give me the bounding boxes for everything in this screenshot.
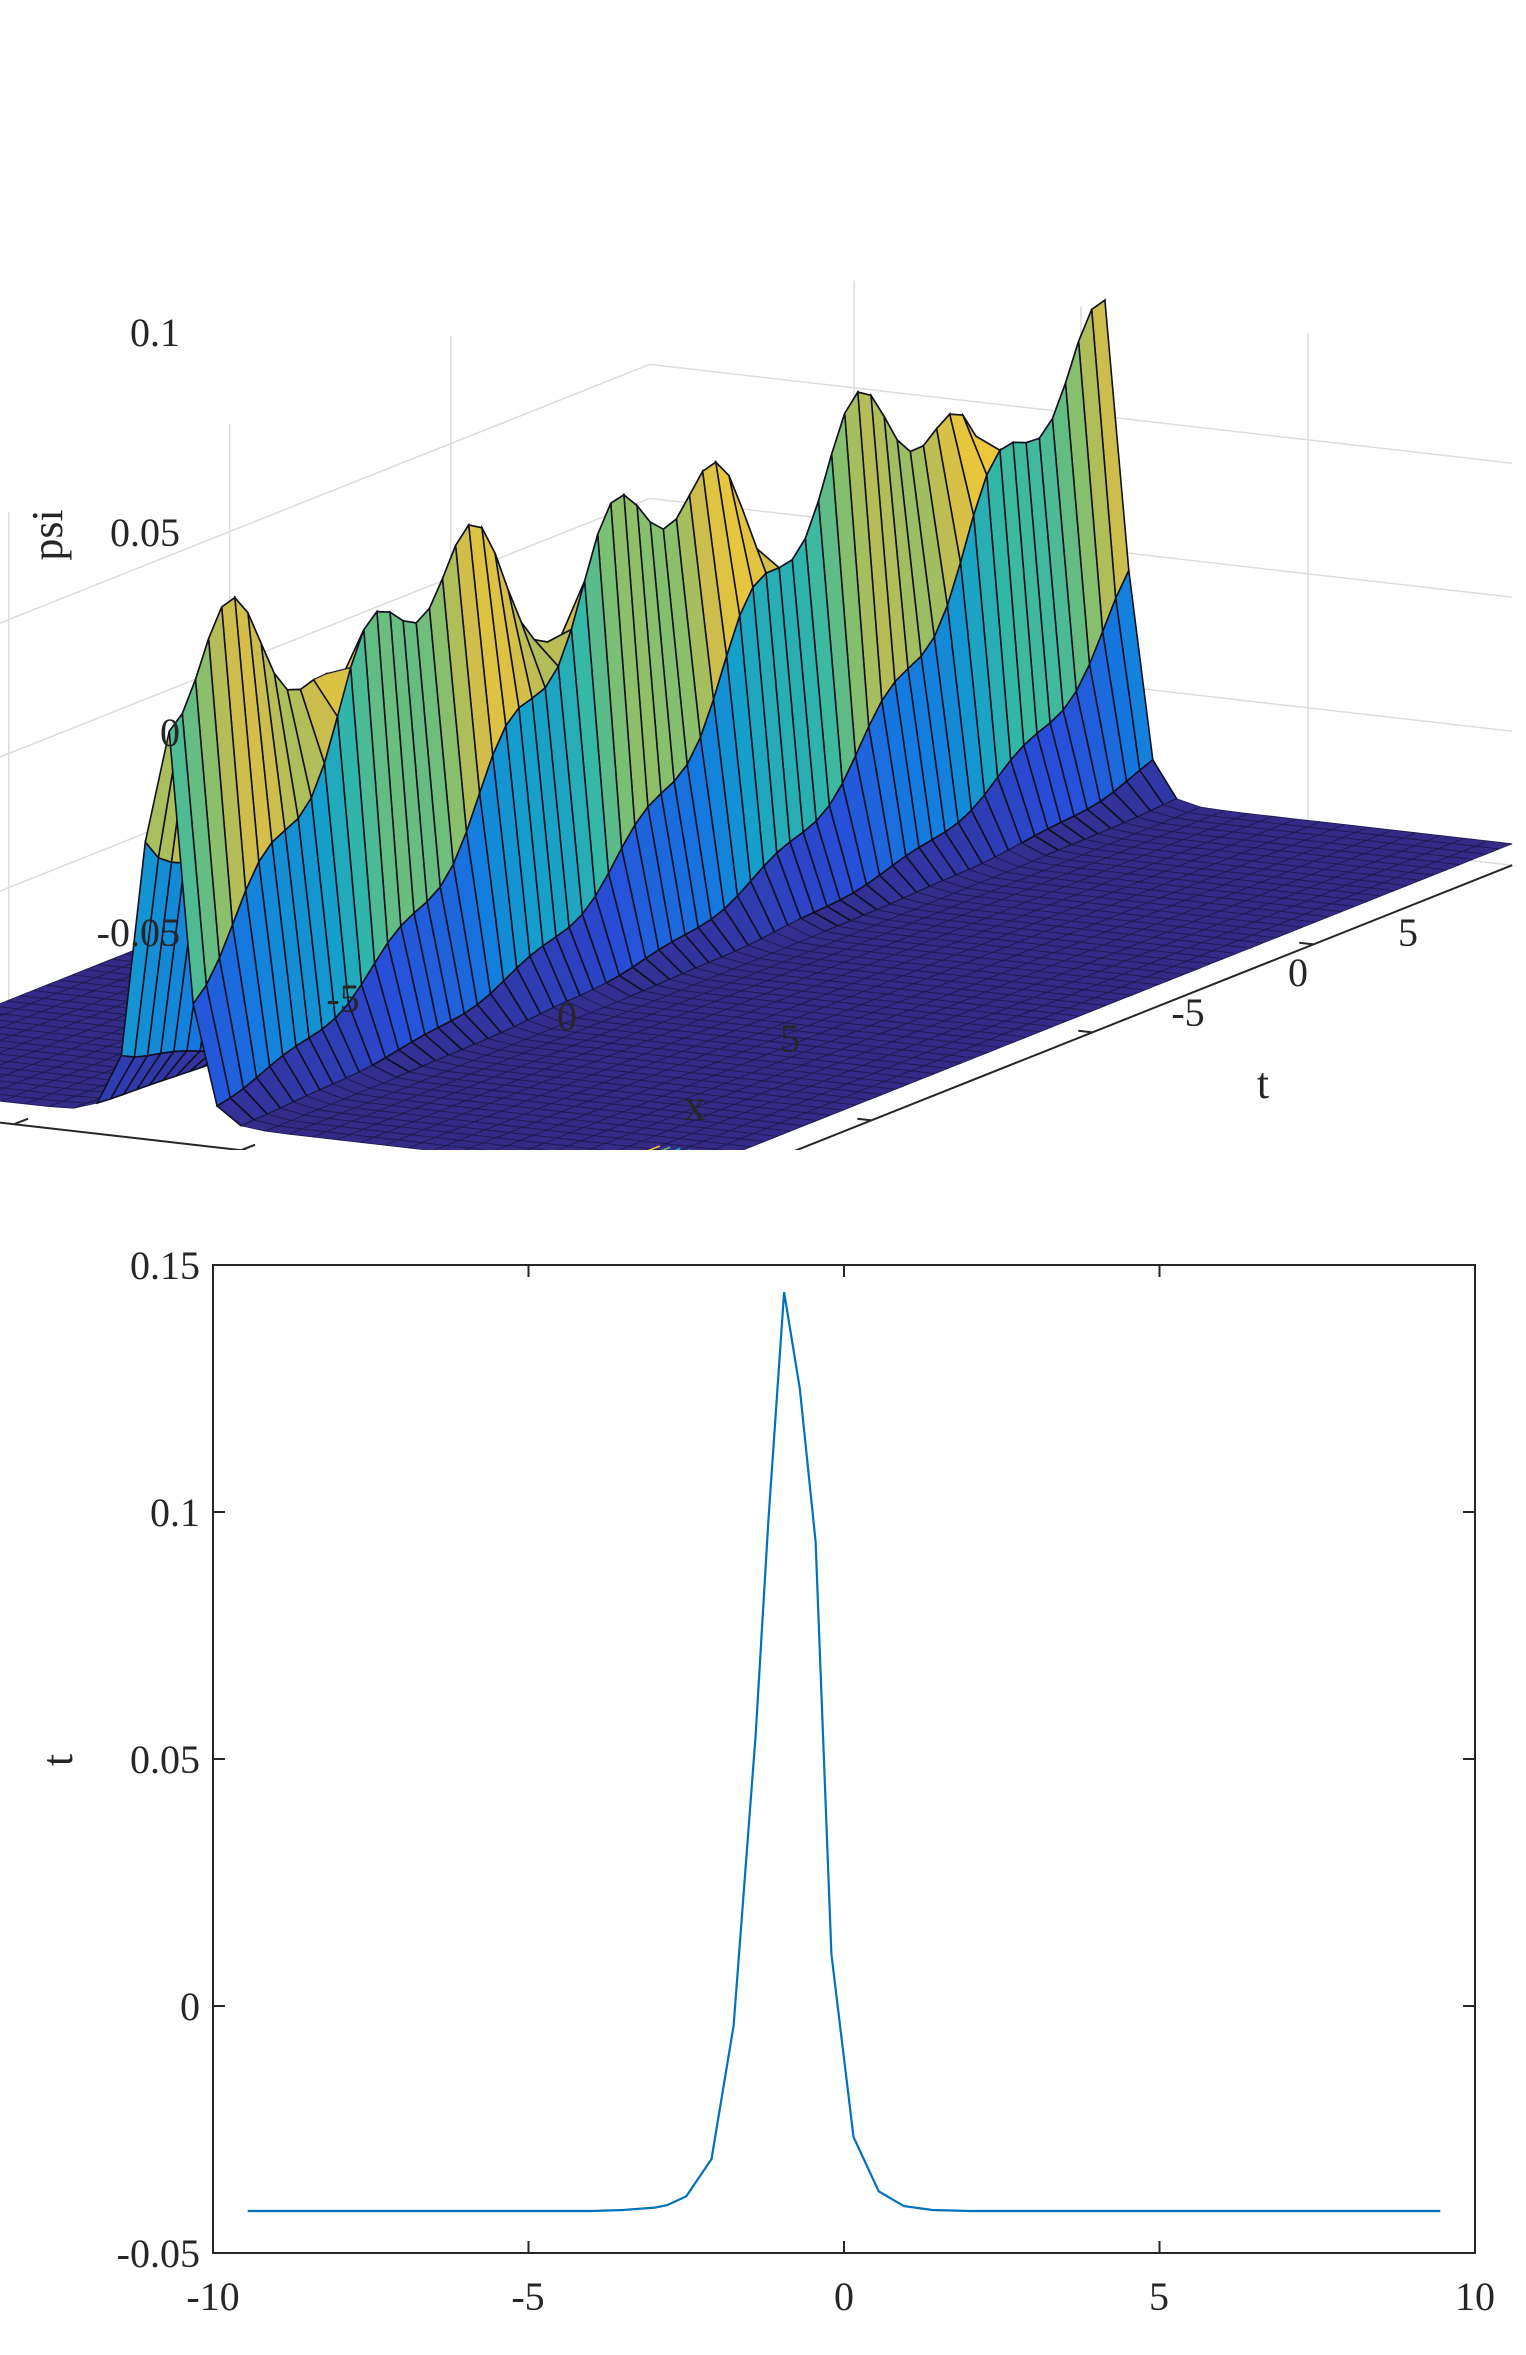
t-tick-mark bbox=[857, 1117, 872, 1122]
surface-x-tick: 0 bbox=[557, 994, 577, 1039]
surface-z-tick: 0.1 bbox=[130, 310, 180, 355]
profile-y-tick: -0.05 bbox=[117, 2231, 200, 2276]
surface-facet bbox=[530, 1142, 569, 1150]
surface-facet bbox=[713, 1143, 752, 1150]
surface-x-tick: 5 bbox=[780, 1016, 800, 1061]
surface-facet bbox=[711, 1148, 724, 1150]
profile-y-axis-label: t bbox=[33, 1754, 82, 1766]
surface-facet bbox=[464, 1147, 489, 1150]
surface-axes bbox=[0, 864, 1513, 1150]
surface-mesh bbox=[0, 298, 1513, 1150]
profile-series-line bbox=[247, 1292, 1441, 2213]
x-tick-mark bbox=[240, 1143, 256, 1150]
surface-facet bbox=[495, 1145, 532, 1150]
t-tick-mark bbox=[1078, 1029, 1093, 1034]
surface-facet bbox=[591, 1143, 630, 1150]
x-tick-mark bbox=[13, 1117, 29, 1126]
profile-y-tick: 0.15 bbox=[130, 1243, 200, 1288]
surface-y-tick: -5 bbox=[1171, 990, 1204, 1035]
profile-x-tick: -5 bbox=[511, 2274, 544, 2319]
profile-axes-box bbox=[212, 1264, 1476, 2254]
surface-facet bbox=[587, 1148, 607, 1150]
profile-plot: -0.05 0 0.05 0.1 0.15 -10 -5 0 5 10 t bbox=[33, 1243, 1495, 2319]
profile-x-tick: 10 bbox=[1455, 2274, 1495, 2319]
surface-facet bbox=[433, 1145, 471, 1150]
surface-x-axis-label: x bbox=[684, 1081, 706, 1130]
profile-x-tick: 0 bbox=[834, 2274, 854, 2319]
surface-z-tick: 0.05 bbox=[110, 510, 180, 555]
profile-y-tick: 0.05 bbox=[130, 1737, 200, 1782]
profile-y-tick: 0 bbox=[180, 1984, 200, 2029]
surface-facet bbox=[469, 1142, 508, 1150]
surface-plot: -0.05 0 0.05 0.1 -5 0 5 -5 0 5 x t psi bbox=[0, 280, 1513, 1150]
t-tick-mark bbox=[1299, 941, 1314, 946]
surface-y-tick: 5 bbox=[1398, 910, 1418, 955]
surface-y-tick: 0 bbox=[1288, 950, 1308, 995]
surface-z-tick: 0 bbox=[160, 710, 180, 755]
profile-y-tick: 0.1 bbox=[150, 1490, 200, 1535]
surface-facet bbox=[526, 1148, 548, 1150]
surface-z-tick: -0.05 bbox=[97, 910, 180, 955]
profile-x-tick: 5 bbox=[1149, 2274, 1169, 2319]
surface-facet bbox=[618, 1145, 654, 1150]
profile-tick-marks bbox=[212, 1264, 1476, 2254]
surface-x-tick: -5 bbox=[326, 976, 359, 1021]
surface-facet bbox=[408, 1142, 447, 1150]
surface-z-axis-label: psi bbox=[23, 509, 72, 560]
surface-y-axis-label: t bbox=[1257, 1059, 1269, 1108]
profile-x-tick: -10 bbox=[186, 2274, 239, 2319]
surface-facet bbox=[556, 1145, 593, 1150]
